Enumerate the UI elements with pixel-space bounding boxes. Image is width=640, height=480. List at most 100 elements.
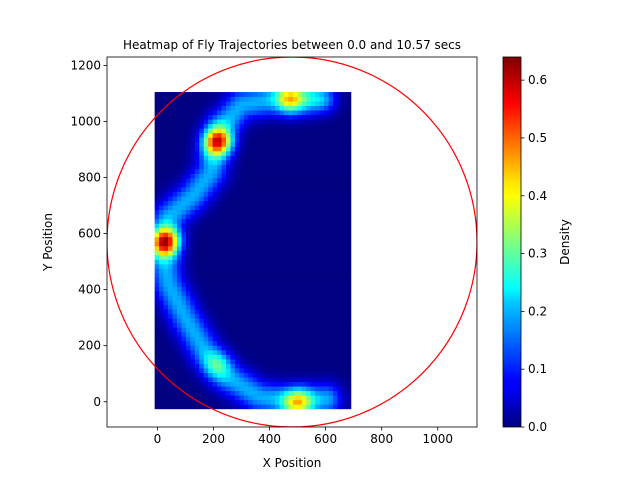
heatmap-cell — [297, 236, 303, 242]
heatmap-cell — [181, 368, 187, 373]
heatmap-cell — [346, 336, 352, 342]
heatmap-cell — [208, 132, 214, 138]
heatmap-cell — [333, 245, 338, 251]
heatmap-cell — [176, 282, 182, 287]
heatmap-cell — [239, 119, 245, 125]
heatmap-cell — [270, 241, 276, 247]
heatmap-cell — [257, 291, 263, 297]
heatmap-cell — [341, 119, 347, 125]
y-tick-label: 800 — [78, 171, 101, 185]
heatmap-cell — [172, 187, 178, 192]
heatmap-cell — [275, 159, 280, 165]
heatmap-cell — [194, 327, 200, 333]
heatmap-cell — [203, 146, 209, 152]
heatmap-cell — [176, 345, 182, 351]
heatmap-cell — [275, 404, 280, 410]
heatmap-cell — [310, 141, 316, 147]
heatmap-cell — [163, 259, 169, 265]
x-axis-ticks: 0 200 400 600 800 1000 — [154, 427, 453, 446]
heatmap-cell — [310, 363, 316, 369]
heatmap-cell — [275, 327, 280, 333]
heatmap-cell — [319, 146, 325, 152]
heatmap-cell — [208, 268, 214, 274]
heatmap-cell — [176, 196, 182, 202]
heatmap-cell — [248, 273, 254, 278]
heatmap-cell — [346, 300, 352, 306]
heatmap-cell — [292, 404, 298, 410]
heatmap-cell — [252, 182, 258, 188]
heatmap-cell — [292, 159, 298, 165]
heatmap-cell — [230, 322, 236, 328]
heatmap-cell — [297, 309, 303, 315]
heatmap-cell — [234, 340, 240, 346]
heatmap-cell — [315, 273, 321, 278]
heatmap-cell — [346, 236, 352, 242]
heatmap-cell — [212, 336, 218, 342]
heatmap-cell — [333, 327, 338, 333]
heatmap-cell — [185, 232, 191, 238]
heatmap-cell — [275, 200, 280, 206]
heatmap-cell — [168, 377, 173, 383]
heatmap-cell — [234, 309, 240, 315]
heatmap-cell — [154, 155, 160, 161]
heatmap-cell — [252, 101, 258, 107]
heatmap-cell — [234, 372, 240, 378]
heatmap-cell — [159, 119, 164, 125]
heatmap-cell — [275, 141, 280, 147]
heatmap-cell — [266, 313, 271, 319]
heatmap-cell — [297, 110, 303, 116]
heatmap-cell — [315, 128, 321, 134]
heatmap-cell — [337, 245, 343, 251]
heatmap-cell — [310, 340, 316, 346]
heatmap-cell — [266, 327, 271, 333]
heatmap-cell — [159, 404, 164, 410]
heatmap-cell — [212, 345, 218, 351]
heatmap-cell — [324, 114, 329, 120]
heatmap-cell — [248, 250, 254, 256]
heatmap-cell — [301, 155, 307, 161]
heatmap-cell — [328, 340, 334, 346]
heatmap-cell — [301, 295, 307, 301]
heatmap-cell — [194, 123, 200, 129]
heatmap-cell — [185, 331, 191, 337]
heatmap-cell — [301, 209, 307, 215]
heatmap-cell — [341, 340, 347, 346]
heatmap-cell — [310, 395, 316, 401]
heatmap-cell — [333, 155, 338, 161]
heatmap-cell — [257, 309, 263, 315]
heatmap-cell — [239, 214, 245, 220]
plot-frame — [106, 56, 478, 428]
heatmap-cell — [203, 96, 209, 102]
heatmap-cell — [346, 196, 352, 202]
heatmap-cell — [306, 209, 312, 215]
heatmap-cell — [163, 340, 169, 346]
heatmap-cell — [328, 359, 334, 364]
heatmap-cell — [181, 309, 187, 315]
heatmap-cell — [275, 132, 280, 138]
heatmap-cell — [292, 236, 298, 242]
heatmap-cell — [324, 304, 329, 310]
heatmap-cell — [270, 110, 276, 116]
heatmap-cell — [190, 359, 196, 364]
heatmap-cell — [203, 349, 209, 355]
heatmap-cell — [288, 395, 294, 401]
heatmap-cell — [319, 277, 325, 283]
heatmap-cell — [168, 259, 173, 265]
heatmap-cell — [217, 196, 222, 202]
heatmap-cell — [283, 363, 289, 369]
heatmap-cell — [194, 291, 200, 297]
heatmap-cell — [301, 291, 307, 297]
heatmap-cell — [239, 178, 245, 183]
heatmap-cell — [288, 218, 294, 224]
heatmap-cell — [261, 214, 267, 220]
heatmap-cell — [163, 309, 169, 315]
heatmap-cell — [283, 336, 289, 342]
heatmap-cell — [154, 359, 160, 364]
heatmap-cell — [324, 205, 329, 211]
heatmap-cell — [292, 196, 298, 202]
heatmap-cell — [266, 372, 271, 378]
heatmap-cell — [217, 236, 222, 242]
heatmap-cell — [243, 268, 249, 274]
heatmap-cell — [181, 150, 187, 156]
heatmap-cell — [306, 318, 312, 324]
